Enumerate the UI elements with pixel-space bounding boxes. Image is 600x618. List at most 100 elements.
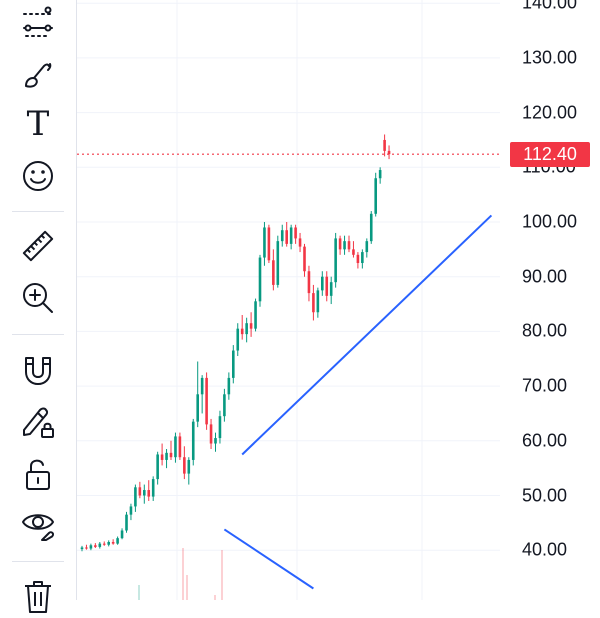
hide-drawings-tool[interactable] xyxy=(12,502,64,546)
candle-body xyxy=(147,490,151,497)
candle-body xyxy=(285,230,288,244)
candlestick-chart[interactable] xyxy=(77,0,500,600)
emoji-tool[interactable] xyxy=(12,154,64,198)
candle-body xyxy=(312,293,315,313)
candle-body xyxy=(378,170,382,179)
candle-body xyxy=(165,452,168,460)
candle-body xyxy=(151,479,155,497)
price-tick-label: 130.00 xyxy=(522,47,578,68)
candle-body xyxy=(334,238,337,283)
lock-drawing-tool-icon xyxy=(23,407,54,438)
unlock-tool-icon xyxy=(26,459,50,490)
candle-body xyxy=(156,454,159,480)
text-tool[interactable]: T xyxy=(12,102,64,146)
candle-body xyxy=(111,541,115,544)
price-tick-label: 60.00 xyxy=(522,430,568,451)
candle-body xyxy=(200,377,204,395)
toolbar-separator xyxy=(12,334,64,335)
candle-body xyxy=(307,271,311,294)
price-axis[interactable]: 140.00130.00120.00110.00100.0090.0080.00… xyxy=(500,0,600,600)
candle-body xyxy=(94,545,97,547)
candle-body xyxy=(125,514,128,531)
candle-body xyxy=(329,282,333,296)
candle-body xyxy=(89,545,93,549)
candle-body xyxy=(232,350,235,378)
candle-body xyxy=(236,328,240,351)
candle-body xyxy=(191,421,195,460)
last-price-label: 112.40 xyxy=(510,142,590,168)
candle-body xyxy=(143,490,146,496)
chart-canvas[interactable] xyxy=(77,0,500,600)
candle-body xyxy=(263,227,266,258)
brush-tool[interactable] xyxy=(12,52,64,96)
unlock-tool[interactable] xyxy=(12,452,64,496)
candle-body xyxy=(347,241,351,250)
candle-body xyxy=(102,543,106,545)
descending-trendline xyxy=(223,528,314,590)
candle-body xyxy=(280,230,284,242)
zoom-in-tool-icon xyxy=(23,283,53,313)
candle-body xyxy=(85,547,88,549)
candle-body xyxy=(316,290,320,313)
toolbar-separator xyxy=(12,561,64,562)
candle-body xyxy=(356,254,360,264)
trash-icon xyxy=(25,581,51,613)
toolbar-divider xyxy=(76,0,77,600)
magnet-tool-icon xyxy=(25,357,51,385)
candle-body xyxy=(120,530,124,539)
candle-body xyxy=(343,241,346,250)
brush-tool-icon xyxy=(25,63,52,88)
ruler-tool[interactable] xyxy=(12,224,64,268)
candle-body xyxy=(116,538,119,544)
price-tick-label: 140.00 xyxy=(522,0,578,13)
candle-body xyxy=(303,246,306,272)
price-tick-label: 120.00 xyxy=(522,102,578,123)
price-tick-label: 50.00 xyxy=(522,485,568,505)
magnet-tool[interactable] xyxy=(12,348,64,392)
candle-body xyxy=(160,454,164,460)
candle-body xyxy=(174,436,177,458)
price-tick-label: 70.00 xyxy=(522,375,568,396)
price-tick-label: 40.00 xyxy=(522,539,568,560)
remove-drawings-tool[interactable] xyxy=(12,574,64,618)
candle-body xyxy=(178,436,182,458)
candle-body xyxy=(129,506,133,515)
candle-body xyxy=(387,150,391,155)
candle-body xyxy=(80,547,84,550)
zoom-in-tool[interactable] xyxy=(12,276,64,320)
candle-body xyxy=(258,257,262,302)
price-tick-label: 90.00 xyxy=(522,266,568,287)
candle-body xyxy=(98,543,102,547)
candle-body xyxy=(369,213,373,242)
candle-body xyxy=(276,241,280,285)
hide-drawings-icon xyxy=(22,514,55,541)
trend-line-tool-icon xyxy=(23,6,53,37)
candle-body xyxy=(272,260,275,285)
candle-body xyxy=(289,227,293,244)
drawing-toolbar: T xyxy=(0,0,76,613)
candle-body xyxy=(134,487,137,507)
candle-body xyxy=(254,301,257,329)
candle-body xyxy=(138,487,142,496)
candle-body xyxy=(338,238,342,250)
candle-body xyxy=(249,323,253,329)
candle-body xyxy=(183,457,186,474)
candle-body xyxy=(321,276,324,291)
candle-body xyxy=(245,323,248,335)
ruler-tool-icon xyxy=(22,230,54,262)
candle-body xyxy=(218,416,222,439)
candle-body xyxy=(214,438,217,444)
candle-body xyxy=(240,328,244,335)
toolbar-separator xyxy=(12,211,64,212)
lock-drawing-tool[interactable] xyxy=(12,400,64,444)
candle-body xyxy=(196,394,199,422)
trend-line-tool[interactable] xyxy=(12,0,64,44)
candle-body xyxy=(352,249,355,255)
candle-body xyxy=(374,178,377,214)
price-tick-label: 100.00 xyxy=(522,211,578,232)
support-trendline xyxy=(241,214,493,456)
candle-body xyxy=(209,424,213,444)
candle-body xyxy=(383,139,386,151)
candle-body xyxy=(205,377,208,425)
candle-body xyxy=(267,227,271,261)
